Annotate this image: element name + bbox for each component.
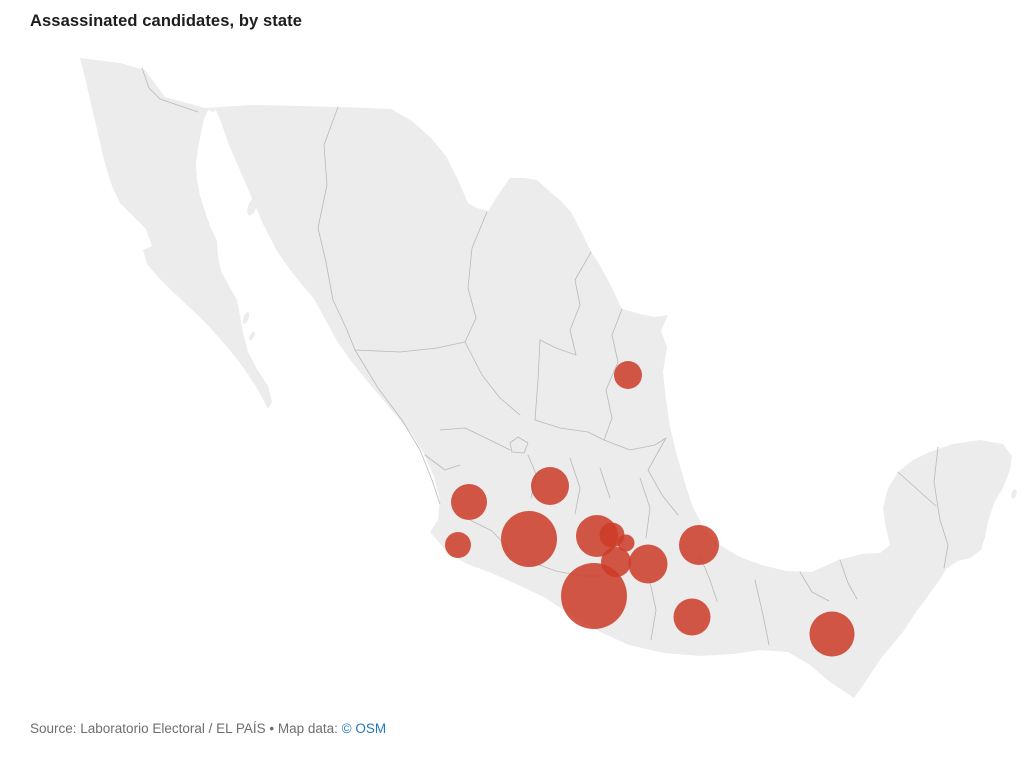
- state-bubble[interactable]: [617, 534, 635, 552]
- state-borders: [141, 67, 949, 646]
- state-bubble[interactable]: [673, 598, 711, 636]
- state-bubble[interactable]: [614, 361, 642, 389]
- state-bubble[interactable]: [809, 611, 855, 657]
- state-bubble[interactable]: [451, 484, 487, 520]
- state-bubble[interactable]: [561, 563, 627, 629]
- state-bubble[interactable]: [628, 544, 668, 584]
- state-bubble[interactable]: [679, 525, 719, 565]
- state-bubble[interactable]: [531, 467, 569, 505]
- source-line: Source: Laboratorio Electoral / EL PAÍS …: [30, 721, 386, 736]
- bubble-layer: [445, 361, 855, 657]
- source-text: Source: Laboratorio Electoral / EL PAÍS …: [30, 721, 342, 736]
- islands: [242, 198, 1017, 499]
- osm-link[interactable]: © OSM: [341, 721, 387, 736]
- mexico-landmass: [80, 58, 1012, 698]
- state-bubble[interactable]: [501, 511, 557, 567]
- page-title: Assassinated candidates, by state: [30, 12, 302, 30]
- state-bubble[interactable]: [445, 532, 471, 558]
